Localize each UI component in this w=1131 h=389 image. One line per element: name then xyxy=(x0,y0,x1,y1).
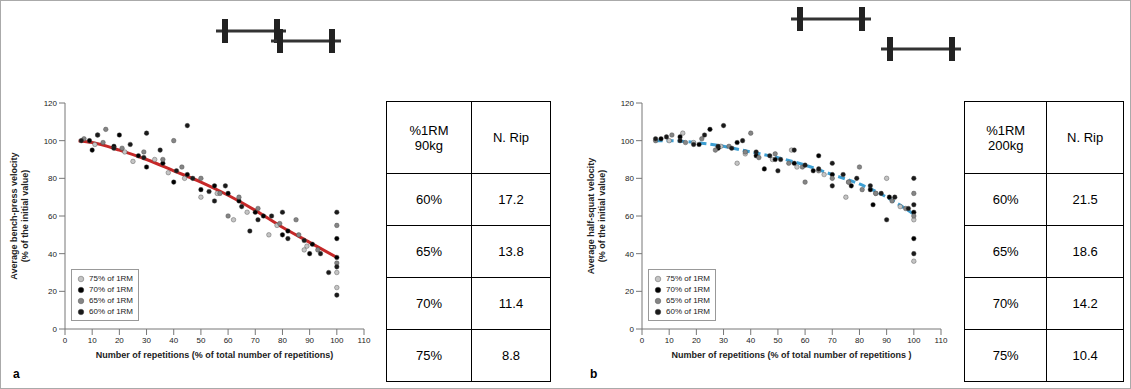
html-text:Average half-squat velocity: Average half-squat velocity xyxy=(586,157,596,275)
html-text:(% of the initial value): (% of the initial value) xyxy=(597,169,607,263)
html-text:70%: 70% xyxy=(992,296,1019,311)
svg-text:90: 90 xyxy=(305,336,314,345)
html-text:75% of 1RM: 75% of 1RM xyxy=(89,274,133,283)
html-text:65% of 1RM: 65% of 1RM xyxy=(89,296,133,305)
html-text:(% of the initial value): (% of the initial value) xyxy=(20,169,30,263)
svg-text:120: 120 xyxy=(621,99,635,108)
svg-text:40: 40 xyxy=(169,336,178,345)
svg-text:10: 10 xyxy=(88,336,97,345)
svg-text:100: 100 xyxy=(621,137,635,146)
svg-text:40: 40 xyxy=(746,336,755,345)
svg-text:70: 70 xyxy=(251,336,260,345)
svg-text:30: 30 xyxy=(719,336,728,345)
svg-text:60: 60 xyxy=(625,212,634,221)
html-text:60%: 60% xyxy=(416,192,442,207)
svg-text:100: 100 xyxy=(330,336,344,345)
html-text:14.2: 14.2 xyxy=(1072,296,1098,311)
html-text:65% of 1RM: 65% of 1RM xyxy=(666,296,710,305)
svg-text:90: 90 xyxy=(882,336,891,345)
svg-text:0: 0 xyxy=(630,325,635,334)
html-text:75%: 75% xyxy=(992,348,1019,363)
svg-text:0: 0 xyxy=(63,336,68,345)
html-text:11.4: 11.4 xyxy=(498,296,524,311)
svg-text:20: 20 xyxy=(115,336,124,345)
html-text:70% of 1RM: 70% of 1RM xyxy=(666,285,710,294)
html-text:Number of repetitions (% of to: Number of repetitions (% of total number… xyxy=(671,350,912,360)
svg-text:60: 60 xyxy=(224,336,233,345)
html-text:75% of 1RM: 75% of 1RM xyxy=(666,274,710,283)
svg-text:40: 40 xyxy=(625,250,634,259)
svg-text:20: 20 xyxy=(625,287,634,296)
svg-text:100: 100 xyxy=(907,336,921,345)
html-text:b: b xyxy=(590,367,598,381)
html-text:Number of repetitions (% of to: Number of repetitions (% of total number… xyxy=(95,350,334,360)
svg-text:50: 50 xyxy=(196,336,205,345)
svg-text:120: 120 xyxy=(44,99,58,108)
html-text:21.5: 21.5 xyxy=(1072,192,1098,207)
svg-text:80: 80 xyxy=(855,336,864,345)
html-text:%1RM 200kg: %1RM 200kg xyxy=(986,122,1026,153)
svg-text:10: 10 xyxy=(665,336,674,345)
html-text:%1RM 90kg: %1RM 90kg xyxy=(409,122,449,153)
svg-text:60: 60 xyxy=(48,212,57,221)
html-text:13.8: 13.8 xyxy=(498,244,524,259)
html-text:N. Rip: N. Rip xyxy=(492,130,529,145)
html-text:65%: 65% xyxy=(992,244,1019,259)
html-text:Average bench-press velocity: Average bench-press velocity xyxy=(9,152,19,280)
svg-text:110: 110 xyxy=(358,336,371,345)
html-text:17.2: 17.2 xyxy=(498,192,524,207)
svg-text:30: 30 xyxy=(142,336,151,345)
svg-text:80: 80 xyxy=(625,174,634,183)
html-text:N. Rip: N. Rip xyxy=(1067,130,1104,145)
svg-text:60: 60 xyxy=(801,336,810,345)
html-text:60% of 1RM: 60% of 1RM xyxy=(89,307,133,316)
svg-text:80: 80 xyxy=(278,336,287,345)
html-text:8.8: 8.8 xyxy=(501,348,520,363)
html-text:60% of 1RM: 60% of 1RM xyxy=(666,307,710,316)
svg-text:20: 20 xyxy=(692,336,701,345)
svg-text:0: 0 xyxy=(640,336,645,345)
html-text:18.6: 18.6 xyxy=(1072,244,1098,259)
html-text:70%: 70% xyxy=(416,296,442,311)
svg-text:80: 80 xyxy=(48,174,57,183)
svg-text:110: 110 xyxy=(935,336,948,345)
html-text:65%: 65% xyxy=(416,244,442,259)
html-text:a: a xyxy=(13,367,20,381)
svg-text:20: 20 xyxy=(48,287,57,296)
html-text:10.4: 10.4 xyxy=(1072,348,1098,363)
html-text:70% of 1RM: 70% of 1RM xyxy=(89,285,133,294)
svg-text:0: 0 xyxy=(53,325,58,334)
html-text:60%: 60% xyxy=(992,192,1019,207)
svg-text:50: 50 xyxy=(773,336,782,345)
svg-text:100: 100 xyxy=(44,137,58,146)
svg-text:70: 70 xyxy=(828,336,837,345)
html-text:75%: 75% xyxy=(416,348,442,363)
svg-text:40: 40 xyxy=(48,250,57,259)
